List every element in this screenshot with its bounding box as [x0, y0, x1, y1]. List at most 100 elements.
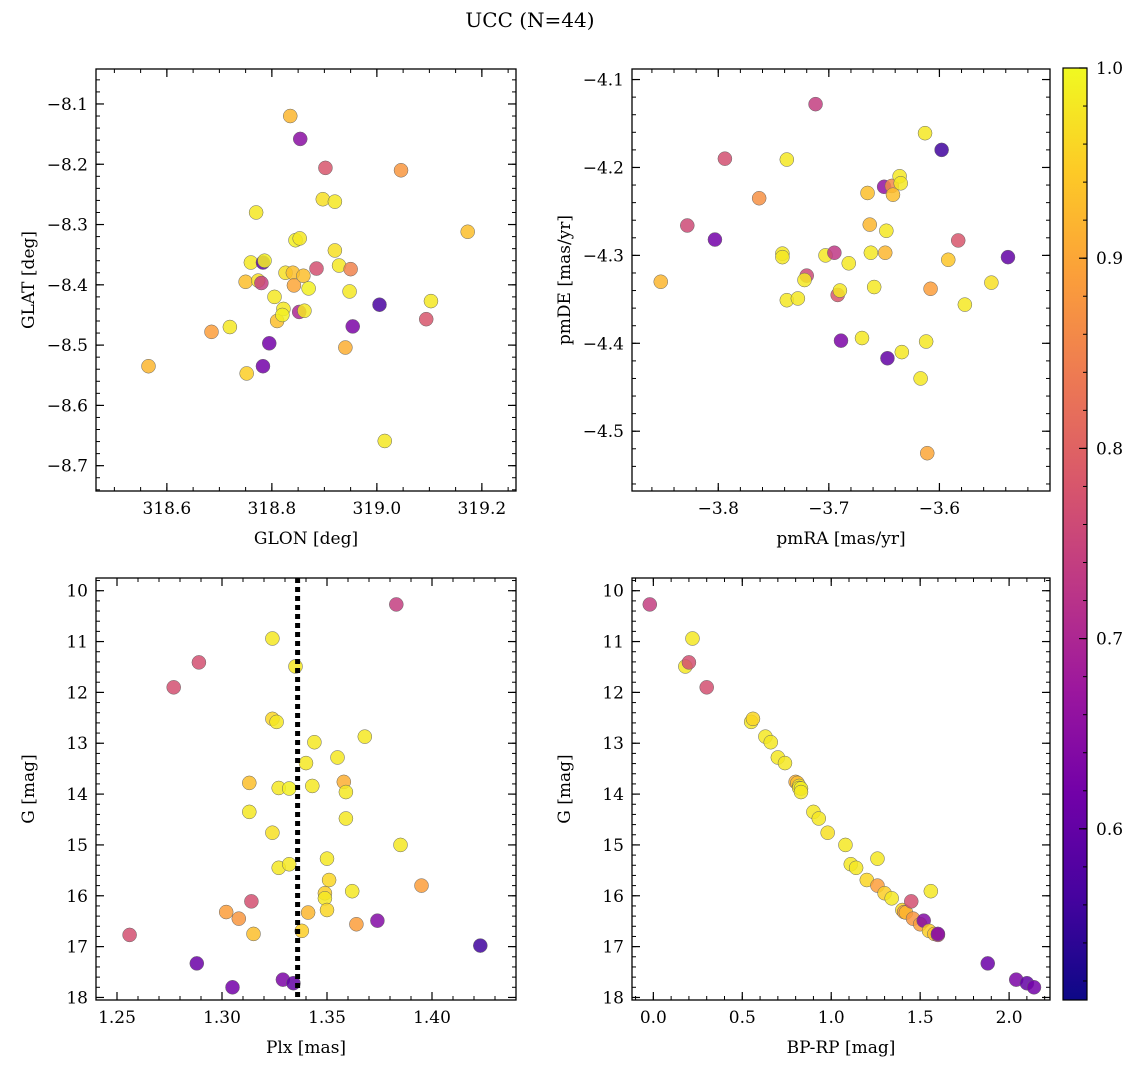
data-point	[292, 231, 307, 246]
data-point	[870, 851, 885, 866]
data-point	[239, 366, 254, 381]
data-point	[246, 926, 261, 942]
data-point	[343, 261, 358, 277]
y-tick-label: 17	[66, 938, 88, 958]
data-point	[265, 631, 280, 646]
y-tick-label: −8.6	[47, 396, 88, 416]
y-tick-label: −4.2	[583, 158, 624, 178]
data-point	[393, 163, 409, 178]
data-point	[418, 311, 434, 327]
x-tick-label: 319.2	[458, 499, 507, 519]
data-point	[980, 956, 995, 971]
data-point	[327, 243, 343, 258]
data-point	[393, 837, 408, 853]
data-point	[833, 333, 849, 348]
y-tick-label: −8.7	[47, 457, 88, 477]
y-tick-label: 14	[602, 785, 624, 805]
x-tick-label: 1.35	[308, 1008, 346, 1028]
data-point	[923, 281, 938, 297]
data-point	[1000, 249, 1016, 265]
data-point	[309, 261, 324, 276]
data-point	[242, 775, 257, 791]
y-tick-label: 18	[66, 988, 88, 1008]
figure-title: UCC (N=44)	[465, 8, 594, 32]
data-point	[879, 223, 894, 239]
x-tick-label: −3.8	[698, 499, 739, 519]
data-point	[294, 923, 310, 939]
data-point	[894, 344, 910, 360]
data-point	[269, 714, 284, 730]
data-point	[225, 980, 240, 995]
data-point	[1026, 980, 1042, 995]
y-tick-label: −8.5	[47, 336, 88, 356]
data-point	[685, 631, 700, 646]
plot-frame	[95, 68, 517, 492]
colorbar: 0.6 0.7 0.8 0.9 1.0	[1062, 59, 1123, 1001]
data-point	[893, 176, 908, 191]
data-point	[920, 445, 935, 461]
data-point	[917, 125, 933, 141]
data-point	[218, 904, 234, 920]
y-axis-label: pmDE [mas/yr]	[555, 215, 575, 345]
x-tick-label: −3.7	[808, 499, 849, 519]
data-point	[222, 319, 238, 335]
x-tick-label: 1.30	[203, 1008, 241, 1028]
data-point	[255, 358, 271, 374]
data-point	[885, 187, 901, 202]
data-point	[923, 883, 939, 899]
data-point	[832, 283, 848, 298]
data-point	[957, 297, 973, 312]
data-point	[775, 249, 790, 265]
scatter-points	[141, 108, 475, 449]
y-tick-label: −8.2	[47, 155, 88, 175]
y-tick-label: 15	[66, 836, 88, 856]
data-point	[301, 281, 316, 296]
data-point	[950, 233, 966, 248]
data-point	[707, 232, 723, 247]
y-axis-label: G [mag]	[555, 754, 575, 823]
data-point	[930, 926, 946, 942]
plot-frame	[631, 577, 1051, 1001]
data-point	[854, 330, 870, 346]
data-point	[808, 96, 823, 112]
data-point	[242, 804, 257, 820]
x-tick-label: 1.25	[98, 1008, 136, 1028]
y-tick-label: 12	[66, 683, 88, 703]
y-tick-label: −4.4	[583, 334, 624, 354]
x-tick-label: 318.8	[248, 499, 297, 519]
data-point	[357, 729, 373, 744]
plot-frame	[631, 68, 1051, 492]
data-point	[423, 293, 439, 309]
data-point	[642, 597, 658, 612]
data-point	[699, 680, 714, 695]
data-point	[244, 894, 259, 909]
data-point	[286, 278, 302, 293]
y-tick-label: 10	[602, 582, 624, 602]
data-point	[793, 784, 809, 800]
y-axis-label: G [mag]	[19, 754, 39, 823]
data-point	[653, 274, 669, 290]
data-point	[262, 336, 277, 351]
data-point	[790, 291, 806, 306]
x-tick-label: 0.5	[729, 1008, 756, 1028]
data-point	[779, 152, 795, 167]
data-point	[777, 755, 793, 771]
data-point	[122, 927, 137, 943]
data-point	[745, 711, 761, 727]
data-point	[934, 142, 949, 158]
y-tick-label: −4.1	[583, 71, 624, 91]
data-point	[307, 734, 322, 750]
data-point	[257, 253, 272, 268]
y-tick-label: 18	[602, 988, 624, 1008]
y-tick-label: −8.4	[47, 276, 88, 296]
data-point	[319, 902, 335, 918]
colorbar-tick-label: 0.8	[1096, 439, 1123, 459]
x-tick-label: 319.0	[353, 499, 402, 519]
data-point	[349, 916, 364, 932]
data-point	[248, 205, 264, 220]
data-point	[189, 956, 205, 971]
data-point	[281, 856, 297, 872]
y-tick-label: 16	[602, 887, 624, 907]
panels: 318.6 318.8 319.0 319.2 −8.1 −8.2 −8.3 −8.4 −8.5…	[19, 68, 1051, 1058]
